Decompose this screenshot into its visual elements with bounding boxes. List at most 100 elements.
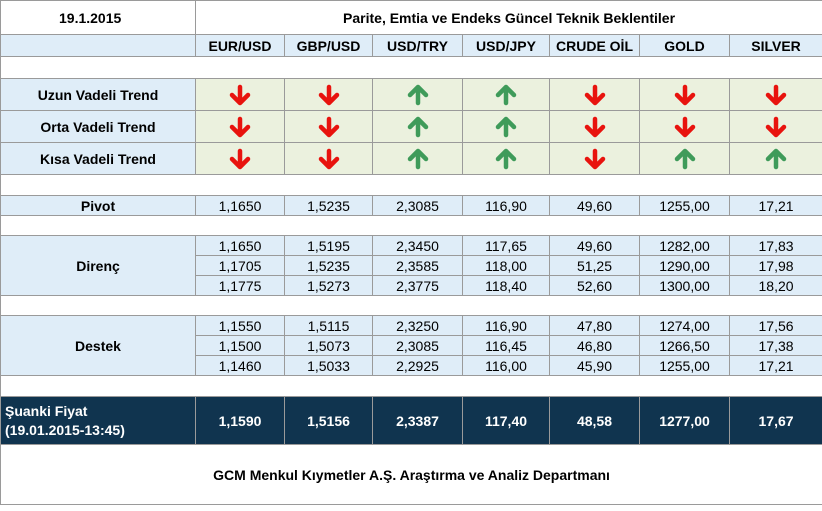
trend-arrow-cell: [372, 78, 463, 111]
trend-arrow-cell: [549, 142, 640, 175]
resistance-value: 2,3585: [372, 255, 463, 276]
arrow-down-icon: [584, 84, 605, 105]
support-value: 46,80: [549, 335, 640, 356]
arrow-down-icon: [229, 148, 251, 169]
pivot-value: 116,90: [462, 195, 550, 216]
report-date: 19.1.2015: [0, 0, 196, 35]
trend-arrow-cell: [195, 78, 285, 111]
support-value: 1,1500: [195, 335, 285, 356]
support-row: 1,1460 1,5033 2,2925 116,00 45,90 1255,0…: [1, 355, 822, 376]
arrow-down-icon: [765, 84, 787, 105]
trend-arrow-cell: [728, 78, 822, 111]
support-value: 45,90: [549, 355, 640, 376]
support-value: 1,5115: [284, 315, 373, 336]
support-value: 47,80: [549, 315, 640, 336]
arrow-up-icon: [674, 148, 695, 169]
arrow-down-icon: [318, 84, 339, 105]
support-value: 1255,00: [639, 355, 730, 376]
arrow-down-icon: [674, 84, 695, 105]
arrow-up-icon: [495, 148, 517, 169]
current-price-value: 48,58: [549, 396, 640, 445]
support-value: 1,5033: [284, 355, 373, 376]
support-value: 2,3085: [372, 335, 463, 356]
spacer-row: [0, 56, 822, 79]
trend-label: Kısa Vadeli Trend: [0, 142, 196, 175]
resistance-label: Direnç: [0, 235, 196, 296]
column-header: GOLD: [639, 34, 730, 57]
pivot-label: Pivot: [0, 195, 196, 216]
resistance-value: 118,00: [462, 255, 550, 276]
trend-arrow-cell: [639, 142, 730, 175]
resistance-value: 1,1705: [195, 255, 285, 276]
trend-arrow-cell: [728, 142, 822, 175]
spacer-row: [0, 215, 822, 236]
current-price-value: 117,40: [462, 396, 550, 445]
header-blank-cell: [0, 34, 196, 57]
arrow-down-icon: [674, 116, 695, 137]
support-row: 1,1500 1,5073 2,3085 116,45 46,80 1266,5…: [1, 335, 822, 356]
arrow-down-icon: [584, 116, 605, 137]
resistance-value: 17,83: [728, 235, 822, 256]
arrow-down-icon: [765, 116, 787, 137]
trend-arrow-cell: [372, 110, 463, 143]
trend-arrow-cell: [284, 110, 373, 143]
resistance-value: 1,5195: [284, 235, 373, 256]
arrow-up-icon: [765, 148, 787, 169]
trend-arrow-cell: [639, 78, 730, 111]
resistance-value: 17,98: [728, 255, 822, 276]
trend-row: Kısa Vadeli Trend: [0, 142, 822, 175]
current-price-value: 1,1590: [195, 396, 285, 445]
support-value: 1,1460: [195, 355, 285, 376]
trend-arrow-cell: [462, 110, 550, 143]
current-price-value: 2,3387: [372, 396, 463, 445]
support-label: Destek: [0, 315, 196, 376]
current-price-timestamp: (19.01.2015-13:45): [5, 421, 125, 438]
resistance-value: 1300,00: [639, 275, 730, 296]
resistance-value: 51,25: [549, 255, 640, 276]
support-value: 17,56: [728, 315, 822, 336]
support-value: 1266,50: [639, 335, 730, 356]
trend-arrow-cell: [462, 142, 550, 175]
column-header: EUR/USD: [195, 34, 285, 57]
current-price-row: Şuanki Fiyat (19.01.2015-13:45) 1,1590 1,…: [0, 396, 822, 445]
arrow-up-icon: [495, 116, 517, 137]
pivot-value: 49,60: [549, 195, 640, 216]
support-value: 116,45: [462, 335, 550, 356]
current-price-value: 17,67: [728, 396, 822, 445]
trend-arrow-cell: [549, 110, 640, 143]
support-value: 116,90: [462, 315, 550, 336]
footer-credit: GCM Menkul Kıymetler A.Ş. Araştırma ve A…: [0, 444, 822, 505]
support-value: 1,1550: [195, 315, 285, 336]
trend-arrow-cell: [284, 78, 373, 111]
trend-arrow-cell: [728, 110, 822, 143]
column-header: GBP/USD: [284, 34, 373, 57]
spacer-row: [0, 375, 822, 397]
column-header: CRUDE OİL: [549, 34, 640, 57]
resistance-value: 1,5273: [284, 275, 373, 296]
trend-row: Orta Vadeli Trend: [0, 110, 822, 143]
resistance-value: 1282,00: [639, 235, 730, 256]
current-price-value: 1277,00: [639, 396, 730, 445]
pivot-value: 2,3085: [372, 195, 463, 216]
support-value: 1274,00: [639, 315, 730, 336]
trend-arrow-cell: [462, 78, 550, 111]
arrow-down-icon: [229, 84, 251, 105]
resistance-value: 2,3775: [372, 275, 463, 296]
support-value: 2,3250: [372, 315, 463, 336]
trend-arrow-cell: [639, 110, 730, 143]
arrow-down-icon: [318, 116, 339, 137]
support-row: Destek 1,1550 1,5115 2,3250 116,90 47,80…: [0, 315, 822, 376]
resistance-value: 2,3450: [372, 235, 463, 256]
resistance-value: 1,1775: [195, 275, 285, 296]
pivot-value: 1255,00: [639, 195, 730, 216]
support-value: 17,21: [728, 355, 822, 376]
current-price-title: Şuanki Fiyat: [5, 402, 88, 419]
resistance-value: 49,60: [549, 235, 640, 256]
resistance-row: Direnç 1,1650 1,5195 2,3450 117,65 49,60…: [0, 235, 822, 296]
resistance-value: 1290,00: [639, 255, 730, 276]
trend-arrow-cell: [549, 78, 640, 111]
resistance-value: 117,65: [462, 235, 550, 256]
support-value: 2,2925: [372, 355, 463, 376]
column-header: USD/TRY: [372, 34, 463, 57]
